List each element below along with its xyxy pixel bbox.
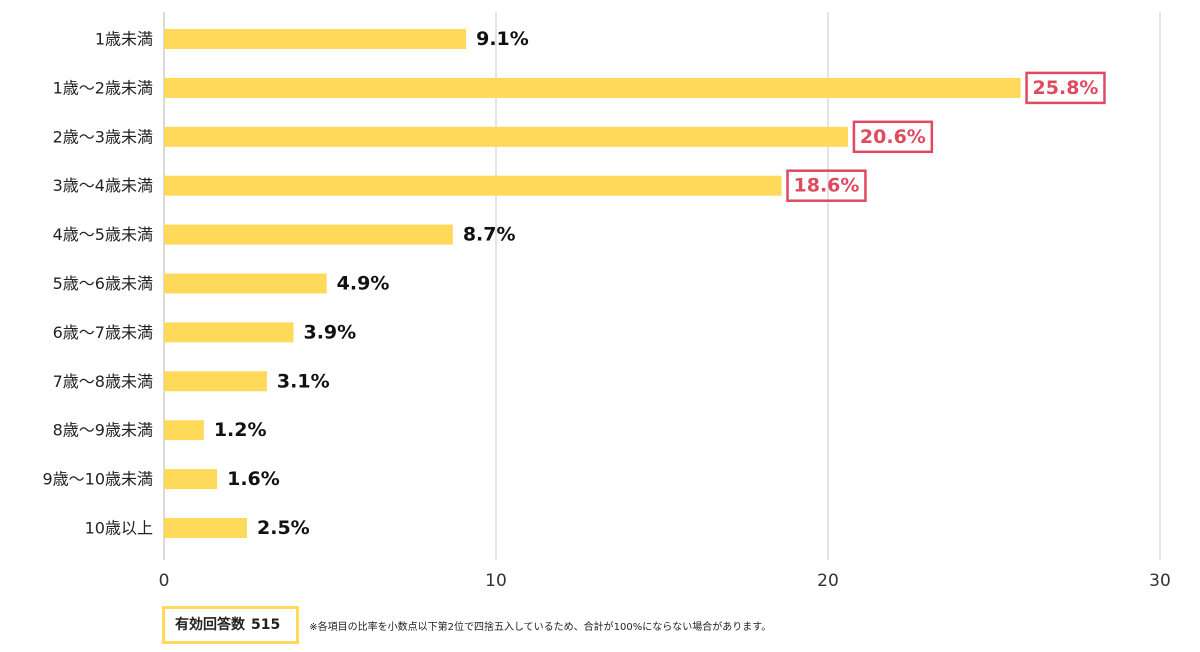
x-tick-label: 0 <box>159 571 170 591</box>
chart-footer: 有効回答数 515 ※各項目の比率を小数点以下第2位で四捨五入しているため、合計が… <box>162 606 771 644</box>
bar <box>164 469 218 490</box>
response-count-label: 有効回答数 <box>175 617 245 633</box>
category-label: 9歳〜10歳未満 <box>42 470 153 489</box>
x-tick-label: 10 <box>485 571 507 591</box>
value-label: 25.8% <box>1033 77 1099 99</box>
x-axis-ticks: 0 10 20 30 <box>159 571 1171 591</box>
value-label: 3.9% <box>303 321 356 343</box>
bar <box>164 29 467 49</box>
value-label: 9.1% <box>476 28 529 50</box>
category-label: 7歳〜8歳未満 <box>53 372 153 391</box>
bar <box>164 371 267 392</box>
bar <box>164 322 294 343</box>
response-count-box: 有効回答数 515 <box>162 606 300 644</box>
bars <box>164 29 1021 538</box>
category-labels: 1歳未満 1歳〜2歳未満 2歳〜3歳未満 3歳〜4歳未満 4歳〜5歳未満 5歳〜6歳未満 6… <box>42 30 153 538</box>
bar <box>164 175 782 196</box>
category-label: 10歳以上 <box>85 519 153 538</box>
bar <box>164 420 204 441</box>
value-label: 18.6% <box>794 175 860 197</box>
highlight-box <box>852 120 934 154</box>
rounding-note: ※各項目の比率を小数点以下第2位で四捨五入しているため、合計が100%にならない… <box>309 621 772 633</box>
value-label: 2.5% <box>257 517 310 539</box>
bar <box>164 224 453 245</box>
category-label: 1歳未満 <box>95 30 153 49</box>
category-label: 1歳〜2歳未満 <box>53 78 153 97</box>
value-label: 1.6% <box>227 468 280 490</box>
value-label: 4.9% <box>337 273 390 295</box>
value-label: 3.1% <box>277 370 330 392</box>
x-tick-label: 20 <box>817 571 839 591</box>
category-label: 2歳〜3歳未満 <box>53 127 153 146</box>
bar <box>164 518 247 538</box>
bar <box>164 77 1021 98</box>
response-count-value: 515 <box>251 617 281 633</box>
bar-chart: 1歳未満 1歳〜2歳未満 2歳〜3歳未満 3歳〜4歳未満 4歳〜5歳未満 5歳〜6歳未満 6… <box>42 12 1171 591</box>
x-tick-label: 30 <box>1149 571 1171 591</box>
bar <box>164 273 327 294</box>
value-labels: 9.1% 25.8% 20.6% 18.6% 8.7% 4.9% 3.9% 3.1% 1.2% 1… <box>214 28 1106 539</box>
value-label: 8.7% <box>463 224 516 246</box>
value-label: 1.2% <box>214 419 267 441</box>
category-label: 4歳〜5歳未満 <box>53 225 153 244</box>
category-label: 5歳〜6歳未満 <box>53 274 153 293</box>
value-label: 20.6% <box>860 126 926 148</box>
category-label: 6歳〜7歳未満 <box>53 323 153 342</box>
category-label: 3歳〜4歳未満 <box>53 176 153 195</box>
category-label: 8歳〜9歳未満 <box>53 421 153 440</box>
bar <box>164 126 848 147</box>
highlight-box <box>786 169 867 202</box>
highlight-box <box>1025 71 1106 105</box>
